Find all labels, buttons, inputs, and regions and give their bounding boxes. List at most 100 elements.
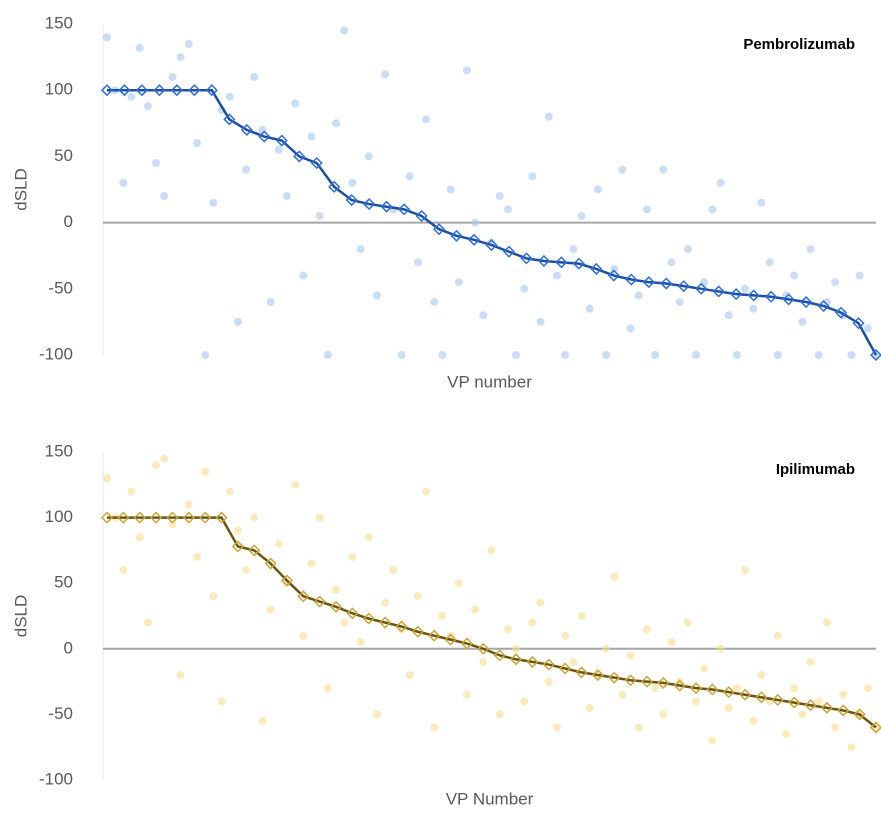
chart-title: Pembrolizumab <box>743 36 855 53</box>
scatter-point <box>168 520 177 529</box>
scatter-point <box>732 684 741 693</box>
scatter-point <box>741 566 750 575</box>
scatter-point <box>512 351 521 359</box>
scatter-point <box>503 205 512 214</box>
line-marker <box>153 84 166 97</box>
scatter-point <box>651 684 660 693</box>
scatter-point <box>462 690 471 699</box>
line-marker <box>834 306 848 319</box>
line-marker <box>722 686 735 699</box>
scatter-point <box>446 185 455 194</box>
scatter-point <box>315 211 324 220</box>
y-tick-label: 150 <box>45 13 73 32</box>
x-axis-label: VP number <box>447 372 532 391</box>
y-tick-label: 100 <box>45 507 73 526</box>
line-marker <box>660 277 673 290</box>
scatter-point <box>585 304 594 313</box>
line-marker <box>223 113 236 126</box>
line-marker <box>555 256 568 269</box>
line-marker <box>542 658 555 671</box>
scatter-point <box>520 697 529 706</box>
y-tick-label: 50 <box>54 146 73 165</box>
line-marker <box>477 642 490 655</box>
line-marker <box>537 254 550 268</box>
y-tick-label: 0 <box>64 638 73 657</box>
scatter-point <box>724 703 733 712</box>
line-marker <box>869 348 881 362</box>
scatter-point <box>585 703 594 712</box>
scatter-point <box>847 351 856 359</box>
y-tick-label: 50 <box>54 573 73 592</box>
scatter-point <box>602 644 611 653</box>
line-marker <box>313 595 326 608</box>
scatter-point <box>471 605 480 614</box>
scatter-point <box>201 467 210 476</box>
scatter-point <box>135 43 144 52</box>
scatter-point <box>569 245 578 254</box>
scatter-point <box>479 311 488 320</box>
scatter-point <box>348 178 357 187</box>
scatter-point <box>536 317 545 326</box>
scatter-point <box>798 710 807 719</box>
scatter-point <box>732 351 741 359</box>
scatter-point <box>152 461 161 470</box>
scatter-point <box>225 487 234 496</box>
scatter-point <box>822 618 831 627</box>
scatter-point <box>692 697 701 706</box>
scatter-point <box>372 291 381 300</box>
scatter-point <box>299 271 308 280</box>
scatter-point <box>405 671 414 680</box>
scatter-point <box>814 697 823 706</box>
line-marker <box>328 180 341 193</box>
scatter-point <box>266 298 275 307</box>
line-marker <box>509 653 523 666</box>
scatter-point <box>430 723 439 732</box>
line-marker <box>852 317 865 330</box>
scatter-point <box>307 132 316 141</box>
scatter-point <box>839 690 848 699</box>
panel: -100 -50 0 50 100 150 Ipilimumab VP Number dSLD <box>11 441 881 808</box>
line-marker <box>379 616 392 629</box>
scatter-point <box>757 198 766 207</box>
line-marker <box>771 693 784 707</box>
line-marker <box>765 290 778 303</box>
line-marker <box>520 252 533 265</box>
scatter-point <box>683 245 692 254</box>
line-marker <box>166 511 179 524</box>
line-marker <box>215 511 228 524</box>
scatter-point <box>381 70 390 79</box>
scatter-point <box>242 165 251 174</box>
scatter-point <box>356 638 365 647</box>
scatter-point <box>814 351 823 359</box>
scatter-point <box>397 351 406 359</box>
scatter-point <box>602 351 611 359</box>
scatter-point <box>471 218 480 227</box>
line-marker <box>293 150 306 163</box>
scatter-point <box>364 152 373 161</box>
scatter-point <box>413 258 422 267</box>
scatter-point <box>544 677 553 686</box>
scatter-point <box>422 115 431 124</box>
panel: -100 -50 0 50 100 150 Pembrolizumab VP number dS… <box>11 13 881 391</box>
scatter-point <box>315 513 324 522</box>
scatter-point <box>372 710 381 719</box>
scatter-point <box>184 500 193 509</box>
line-marker <box>657 676 670 689</box>
scatter-point <box>340 618 349 627</box>
y-tick-label: -100 <box>39 344 73 363</box>
scatter-point <box>659 165 668 174</box>
line-marker <box>817 299 830 313</box>
scatter-point <box>479 657 488 666</box>
y-tick-label: 150 <box>45 441 73 460</box>
scatter-point <box>103 33 111 42</box>
scatter-point <box>454 579 463 588</box>
line-marker <box>607 269 620 282</box>
scatter-point <box>487 546 496 555</box>
line-marker <box>467 233 481 246</box>
line-marker <box>231 540 244 553</box>
scatter-point <box>782 291 791 300</box>
scatter-point <box>528 618 537 627</box>
line-marker <box>411 625 424 638</box>
scatter-point <box>667 258 676 267</box>
scatter-point <box>634 291 643 300</box>
